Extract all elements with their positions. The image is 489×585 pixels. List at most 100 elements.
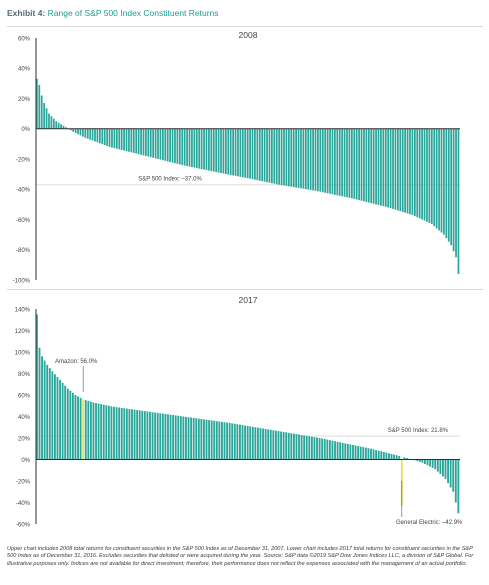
bar: [418, 459, 421, 462]
bar: [267, 429, 270, 460]
bar: [106, 128, 109, 146]
bar: [45, 108, 48, 129]
bar: [102, 404, 105, 460]
bar: [185, 416, 187, 460]
bar: [86, 128, 89, 139]
bar: [275, 128, 278, 185]
bar: [445, 128, 448, 239]
bar: [52, 118, 55, 129]
bar: [118, 128, 121, 150]
bar: [310, 436, 313, 460]
bar: [164, 128, 167, 161]
bar: [152, 128, 155, 158]
bar: [421, 459, 424, 463]
bar: [355, 128, 358, 200]
bar: [323, 439, 326, 460]
bar: [115, 128, 118, 149]
bar: [346, 443, 349, 460]
bar: [179, 416, 182, 460]
bar: [161, 128, 164, 161]
bar: [229, 128, 232, 175]
bar: [341, 128, 344, 197]
bar: [232, 128, 234, 176]
bar: [393, 454, 396, 460]
bar: [251, 426, 254, 460]
bar: [313, 437, 316, 460]
bar: [389, 128, 392, 209]
bar: [392, 128, 394, 209]
bar: [298, 434, 300, 460]
bar: [236, 424, 239, 460]
bar: [69, 390, 72, 460]
bar: [79, 128, 82, 136]
bar: [403, 457, 406, 460]
bar: [406, 458, 408, 460]
bar: [447, 128, 450, 242]
bar: [380, 451, 383, 460]
bar: [348, 128, 351, 198]
bar: [38, 347, 41, 460]
chart-2008: 2008 60% 40% 20% 0% -20% -40% -60% -80% -100% S&P …: [13, 30, 460, 284]
bar: [246, 128, 249, 179]
bar: [272, 430, 275, 460]
bar: [390, 453, 393, 460]
bar: [149, 411, 151, 460]
bar: [282, 431, 285, 460]
bar: [328, 440, 331, 460]
bar: [271, 128, 273, 184]
bar: [224, 128, 227, 175]
bar: [195, 128, 198, 169]
bar: [147, 128, 150, 157]
bar: [128, 128, 130, 152]
bar: [48, 113, 50, 129]
bar: [295, 128, 297, 188]
bar: [220, 128, 222, 174]
callout-label: General Electric: –42.9%: [396, 520, 463, 526]
bar: [215, 128, 218, 173]
subchart-title: 2017: [239, 295, 258, 305]
y-tick-label: -20%: [16, 479, 31, 485]
bar: [111, 128, 113, 148]
bar: [319, 128, 322, 192]
bar: [84, 400, 87, 460]
bar: [370, 128, 373, 204]
y-tick-label: 0%: [21, 458, 30, 464]
exhibit-title: Exhibit 4: Range of S&P 500 Index Consti…: [7, 8, 219, 18]
bar: [352, 444, 354, 460]
y-tick-label: 40%: [18, 415, 31, 421]
bar: [94, 128, 96, 142]
bar: [123, 408, 126, 460]
bar: [254, 427, 257, 460]
bar: [107, 405, 110, 460]
bar: [262, 428, 264, 460]
bar: [87, 400, 90, 460]
bar: [375, 128, 377, 205]
bar: [285, 128, 288, 186]
bar: [264, 428, 267, 460]
bar: [55, 121, 58, 129]
bar: [200, 419, 203, 460]
bar: [449, 459, 452, 488]
bar: [205, 419, 208, 460]
bar: [341, 442, 344, 460]
bar: [50, 116, 53, 129]
bar: [426, 459, 429, 466]
bar: [339, 442, 342, 460]
bar: [125, 408, 128, 460]
bar: [172, 415, 175, 460]
bar: [234, 128, 237, 176]
bar: [283, 128, 285, 186]
bar: [387, 128, 390, 208]
bar: [259, 428, 262, 460]
bar: [268, 128, 271, 183]
bar: [84, 128, 87, 138]
bar: [436, 459, 439, 472]
bar: [154, 412, 157, 460]
y-tick-label: 20%: [18, 97, 31, 103]
subchart-title: 2008: [239, 30, 258, 40]
y-tick-label: 140%: [15, 307, 31, 313]
bar: [380, 128, 382, 206]
bar: [133, 409, 136, 460]
bar: [367, 128, 370, 203]
y-tick-label: 80%: [18, 372, 31, 378]
